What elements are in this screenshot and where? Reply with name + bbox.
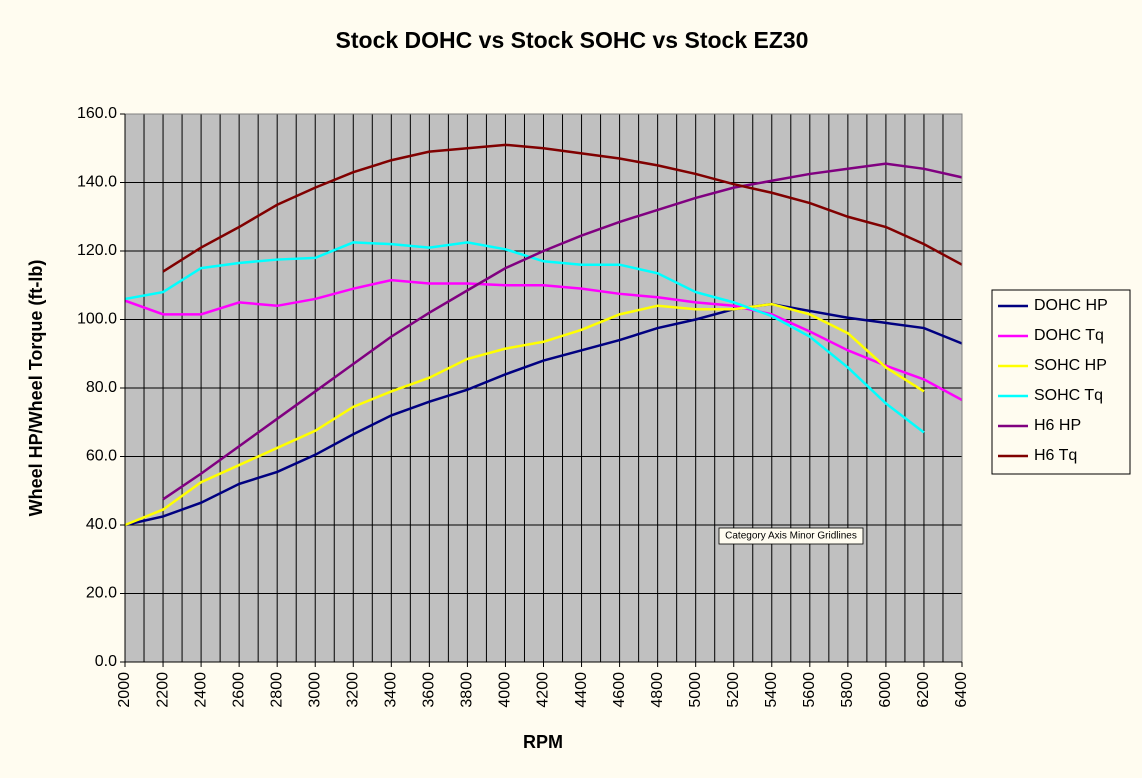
chart-title: Stock DOHC vs Stock SOHC vs Stock EZ30 [336,27,809,53]
x-tick-label: 3600 [421,672,438,708]
series-line [124,302,925,527]
x-tick-label: 3800 [459,672,476,708]
x-tick-label: 5400 [763,672,780,708]
x-tick-label: 2000 [116,672,133,708]
x-tick-label: 3400 [383,672,400,708]
legend-label: SOHC Tq [1034,387,1103,404]
x-tick-label: 4400 [573,672,590,708]
series-line [162,162,963,501]
series-line [124,302,963,527]
x-tick-label: 5000 [687,672,704,708]
legend-label: H6 HP [1034,417,1081,434]
x-tick-label: 4800 [649,672,666,708]
legend-label: DOHC HP [1034,297,1108,314]
y-tick-label: 100.0 [77,311,117,328]
y-tick-label: 140.0 [77,174,117,191]
annotation-box [718,527,864,545]
x-tick-label: 6400 [953,672,970,708]
y-tick-label: 120.0 [77,242,117,259]
y-axis-title: Wheel HP/Wheel Torque (ft-lb) [26,260,46,517]
x-tick-label: 3200 [344,672,361,708]
x-tick-label: 5200 [725,672,742,708]
y-tick-label: 40.0 [86,516,117,533]
y-tick-label: 160.0 [77,105,117,122]
series-line [124,241,925,434]
x-tick-label: 2600 [230,672,247,708]
series-line [124,278,963,402]
annotation: Category Axis Minor Gridlines [725,531,857,542]
y-tick-label: 80.0 [86,379,117,396]
x-tick-label: 2200 [154,672,171,708]
x-tick-label: 2800 [268,672,285,708]
legend-label: H6 Tq [1034,447,1077,464]
x-tick-label: 3000 [306,672,323,708]
x-tick-label: 6200 [915,672,932,708]
legend-label: SOHC HP [1034,357,1107,374]
x-axis-title: RPM [523,732,563,752]
x-tick-label: 4200 [535,672,552,708]
x-tick-label: 4000 [497,672,514,708]
legend-label: DOHC Tq [1034,327,1104,344]
x-tick-label: 6000 [877,672,894,708]
x-tick-label: 2400 [192,672,209,708]
x-tick-label: 4600 [611,672,628,708]
y-tick-label: 0.0 [95,653,117,670]
series-line [162,143,963,273]
x-tick-label: 5800 [839,672,856,708]
y-tick-label: 20.0 [86,585,117,602]
legend [991,289,1131,475]
x-tick-label: 5600 [801,672,818,708]
y-tick-label: 60.0 [86,448,117,465]
